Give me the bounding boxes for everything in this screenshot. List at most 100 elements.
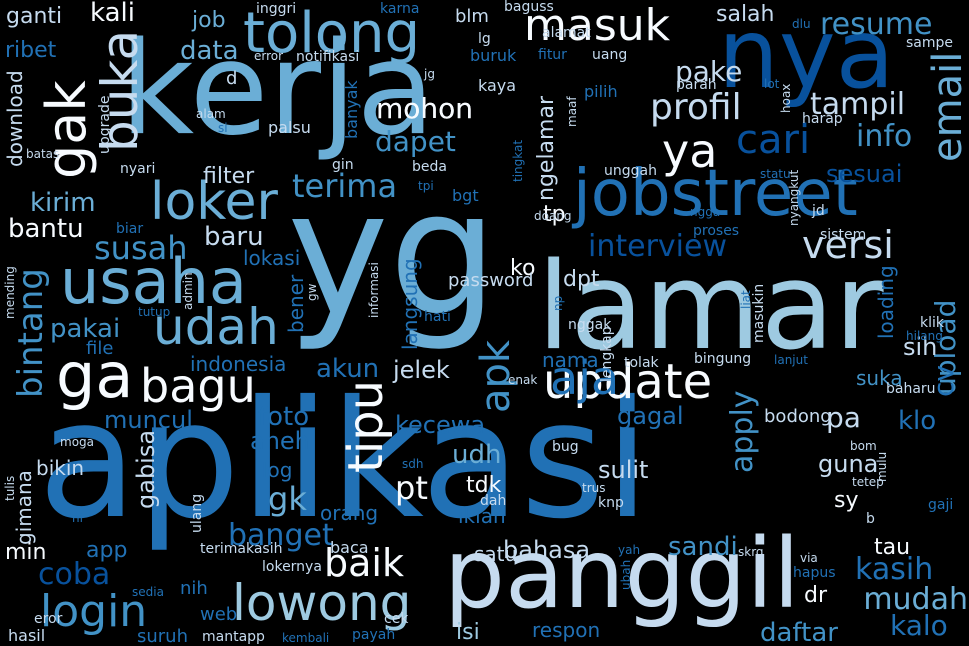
word-cloud-word: hoax	[779, 84, 793, 114]
word-cloud-word: jelek	[393, 356, 450, 384]
word-cloud-word: mulu	[875, 452, 889, 483]
word-cloud-word: bingung	[694, 351, 752, 367]
word-cloud-word: lowong	[232, 574, 412, 632]
word-cloud-word: ngga	[690, 205, 721, 219]
word-cloud-word: cek	[384, 611, 409, 627]
word-cloud-word: bagu	[140, 359, 256, 413]
word-cloud-word: lokasi	[243, 246, 301, 270]
word-cloud-word: kecewa	[395, 411, 486, 439]
word-cloud-word: sih	[903, 333, 938, 361]
word-cloud-word: susah	[94, 229, 188, 267]
word-cloud-word: gak	[35, 80, 98, 179]
word-cloud-word: gk	[268, 480, 307, 518]
word-cloud-word: sulit	[598, 456, 649, 484]
word-cloud-word: error	[254, 49, 284, 63]
word-cloud-word: aja	[550, 351, 620, 405]
word-cloud-word: gin	[332, 157, 354, 173]
word-cloud-word: usaha	[60, 245, 247, 318]
word-cloud-word: kasih	[855, 552, 934, 587]
word-cloud-word: baguss	[504, 0, 554, 15]
word-cloud-word: job	[192, 8, 226, 33]
word-cloud-word: bodong	[764, 406, 832, 427]
word-cloud-word: yah	[618, 543, 641, 557]
word-cloud-word: baca	[330, 538, 369, 557]
word-cloud-word: bom	[850, 439, 877, 453]
word-cloud-word: bug	[552, 439, 579, 455]
word-cloud-word: app	[86, 538, 128, 563]
word-cloud-word: jg	[424, 67, 435, 81]
word-cloud-word: ribet	[5, 38, 57, 63]
word-cloud-word: kalo	[890, 609, 948, 642]
word-cloud-word: mohon	[376, 92, 474, 125]
word-cloud-word: ya	[662, 124, 718, 178]
word-cloud-word: bgt	[452, 186, 479, 205]
word-cloud-word: gimana	[12, 470, 36, 545]
word-cloud-word: upgrade	[97, 96, 113, 155]
word-cloud-word: tingkat	[511, 140, 525, 183]
word-cloud-word: sistem	[820, 227, 867, 243]
word-cloud-word: sdh	[402, 457, 424, 471]
word-cloud-word: gw	[305, 284, 319, 302]
word-cloud-word: dah	[480, 493, 507, 509]
word-cloud-word: jobstreet	[573, 157, 858, 231]
word-cloud-word: enak	[508, 373, 538, 387]
word-cloud-word: blm	[455, 6, 489, 27]
word-cloud-word: tolong	[243, 1, 421, 66]
word-cloud-word: statu	[760, 167, 791, 181]
word-cloud-word: np	[551, 296, 565, 312]
word-cloud-word: liat	[739, 290, 753, 309]
word-cloud-word: alam	[196, 107, 226, 121]
word-cloud-word: sedia	[132, 585, 164, 599]
word-cloud-word: ganti	[6, 4, 63, 29]
word-cloud-word: resume	[820, 7, 933, 42]
word-cloud-word: payah	[352, 627, 396, 643]
word-cloud-word: klo	[898, 406, 937, 436]
word-cloud-word: web	[200, 604, 238, 625]
word-cloud-word: ulang	[189, 494, 205, 534]
word-cloud-word: baharu	[886, 381, 936, 397]
word-cloud-word: akun	[316, 354, 380, 384]
word-cloud-word: nggak	[568, 317, 612, 333]
word-cloud-word: iklan	[458, 504, 506, 528]
word-cloud-word: mohon	[376, 92, 474, 125]
word-cloud-word: pakai	[50, 314, 121, 344]
word-cloud-word: yg	[287, 153, 498, 354]
word-cloud-word: login	[40, 586, 148, 637]
word-cloud-word: pake	[675, 55, 743, 88]
word-cloud-word: nya	[718, 0, 895, 110]
word-cloud-word: palsu	[268, 118, 311, 137]
word-cloud-word: lot	[764, 77, 780, 91]
word-cloud-word: lengkap	[599, 326, 615, 382]
word-cloud-word: doang	[534, 209, 572, 223]
word-cloud-word: parah	[676, 77, 717, 93]
word-cloud-word: bahasa	[503, 536, 591, 564]
word-cloud-word: daftar	[760, 618, 838, 646]
word-cloud-word: dpt	[563, 267, 600, 292]
word-cloud-word: d	[226, 68, 238, 89]
word-cloud-word: mending	[3, 266, 17, 319]
word-cloud-word: bantu	[8, 214, 84, 244]
word-cloud-word: log	[262, 458, 293, 482]
word-cloud-word: eror	[34, 611, 63, 627]
word-cloud-word: tp	[543, 202, 566, 227]
word-cloud-word: buruk	[470, 46, 517, 65]
word-cloud-word: tetep	[852, 475, 884, 489]
word-cloud-word: gabisa	[132, 430, 160, 510]
word-cloud-word: loker	[150, 172, 278, 232]
word-cloud-word: data	[180, 36, 239, 66]
word-cloud-word: suka	[856, 366, 903, 390]
word-cloud-word: kaya	[478, 76, 517, 95]
word-cloud-word: tolak	[624, 355, 659, 371]
word-cloud-word: admin	[181, 272, 195, 310]
word-cloud-word: notifikasi	[296, 49, 360, 65]
word-cloud-word: lg	[478, 31, 491, 47]
word-cloud-word: fitur	[538, 47, 567, 63]
word-cloud-word: min	[5, 540, 47, 565]
word-cloud-word: kerja	[120, 15, 435, 164]
word-cloud-word: dapet	[375, 125, 456, 158]
word-cloud-word: versi	[802, 223, 894, 267]
word-cloud-word: maaf	[565, 96, 579, 127]
word-cloud-word: banget	[228, 518, 334, 553]
word-cloud-word: karna	[380, 1, 420, 17]
